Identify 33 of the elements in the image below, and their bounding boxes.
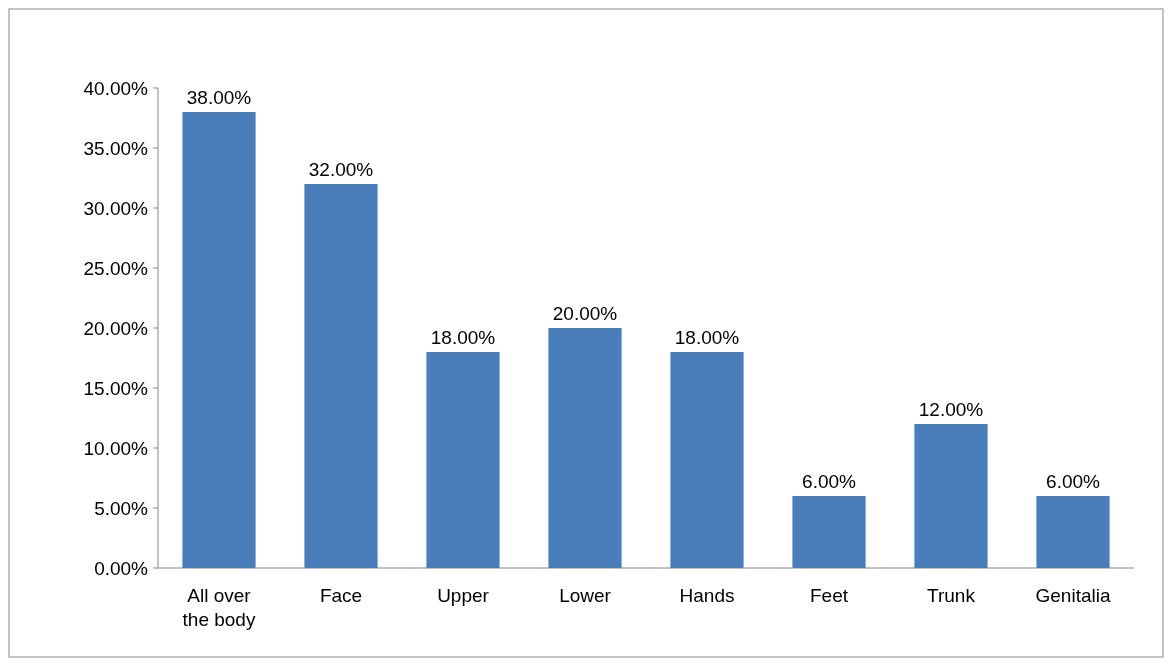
data-label: 6.00% — [802, 471, 857, 492]
data-label: 18.00% — [674, 327, 740, 348]
x-tick-label: Lower — [559, 585, 612, 606]
data-label: 6.00% — [1046, 471, 1101, 492]
data-label: 20.00% — [552, 303, 618, 324]
bar — [304, 184, 378, 568]
y-tick-label: 40.00% — [83, 77, 149, 99]
y-tick-label: 35.00% — [83, 137, 149, 159]
data-label: 18.00% — [430, 327, 496, 348]
y-tick-label: 20.00% — [83, 317, 149, 339]
bar — [1036, 496, 1110, 568]
y-tick-label: 25.00% — [83, 257, 149, 279]
x-tick-label: All over the body — [182, 585, 256, 630]
bar — [914, 424, 988, 568]
x-tick-label: Genitalia — [1035, 585, 1111, 606]
y-tick-label: 10.00% — [83, 437, 149, 459]
data-label: 32.00% — [308, 159, 374, 180]
y-tick-label: 15.00% — [83, 377, 149, 399]
x-tick-label: Upper — [437, 585, 490, 606]
bar — [670, 352, 744, 568]
y-tick-label: 0.00% — [94, 557, 149, 579]
bar — [792, 496, 866, 568]
bar — [548, 328, 622, 568]
y-tick-label: 30.00% — [83, 197, 149, 219]
data-label: 38.00% — [186, 87, 252, 108]
x-tick-label: Face — [319, 585, 363, 606]
y-tick-label: 5.00% — [94, 497, 149, 519]
data-label: 12.00% — [918, 399, 984, 420]
x-tick-label: Hands — [679, 585, 735, 606]
bar — [182, 112, 256, 568]
x-tick-label: Feet — [809, 585, 849, 606]
bar — [426, 352, 500, 568]
x-tick-label: Trunk — [927, 585, 976, 606]
